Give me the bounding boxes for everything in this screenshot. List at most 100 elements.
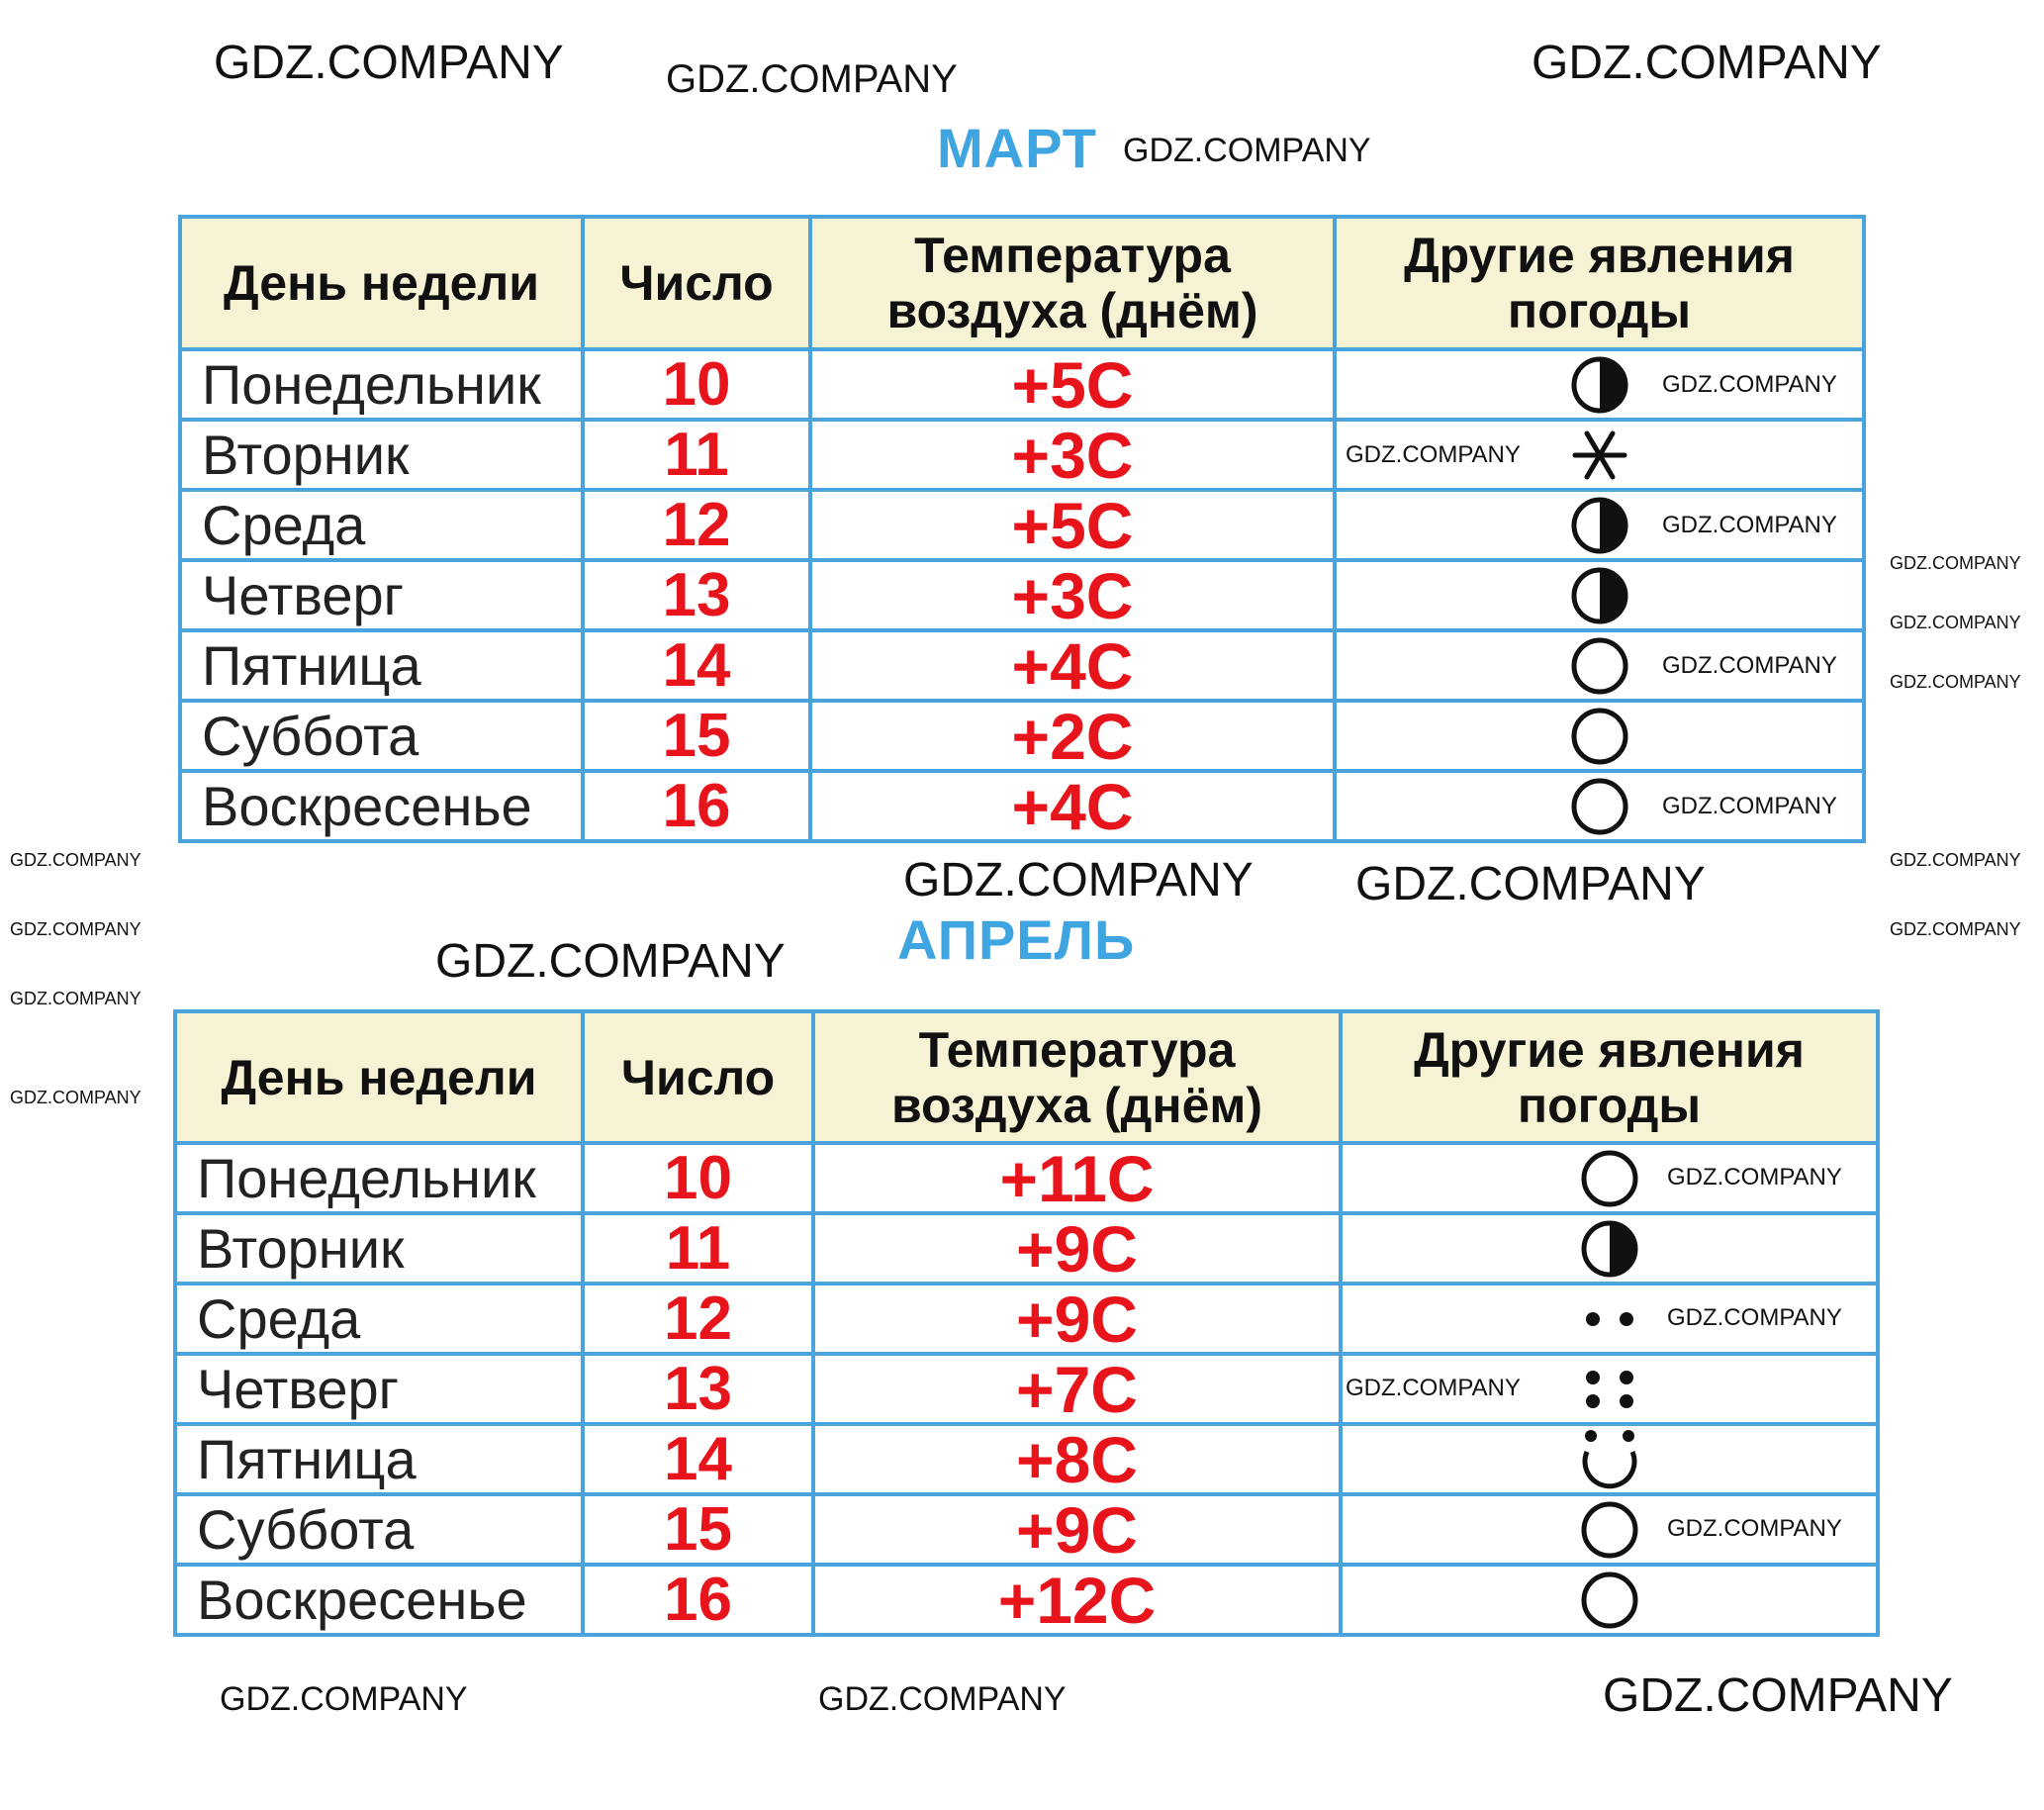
watermark-text: GDZ.COMPANY <box>1667 1515 1842 1542</box>
watermark-text: GDZ.COMPANY <box>220 1680 468 1718</box>
snow-icon <box>1572 430 1626 479</box>
number-cell: 11 <box>581 418 812 492</box>
watermark-text: GDZ.COMPANY <box>10 989 141 1008</box>
day-cell: Среда <box>173 1282 585 1356</box>
day-cell: Вторник <box>178 418 585 492</box>
weather-cell <box>1333 488 1866 562</box>
number-cell: 13 <box>581 1352 815 1426</box>
table-row: Суббота 15 +2С <box>178 699 1866 773</box>
weather-cell <box>1339 1282 1880 1356</box>
clear-icon <box>1571 778 1627 834</box>
temperature-cell: +9С <box>811 1211 1343 1286</box>
table-row: Понедельник 10 +5С <box>178 347 1866 422</box>
weather-cell <box>1339 1211 1880 1286</box>
watermark-text: GDZ.COMPANY <box>818 1680 1067 1718</box>
temperature-cell: +7С <box>811 1352 1343 1426</box>
watermark-text: GDZ.COMPANY <box>666 57 958 101</box>
number-cell: 12 <box>581 488 812 562</box>
day-cell: Среда <box>178 488 585 562</box>
table-row: Четверг 13 +7С <box>173 1352 1880 1426</box>
weather-cell <box>1333 769 1866 843</box>
clear-icon <box>1571 708 1627 764</box>
day-cell: Четверг <box>173 1352 585 1426</box>
watermark-text: GDZ.COMPANY <box>10 850 141 870</box>
header-temperature: Температура воздуха (днём) <box>808 215 1337 351</box>
clear-icon <box>1581 1501 1637 1558</box>
watermark-text: GDZ.COMPANY <box>1890 850 2021 870</box>
table-row: Вторник 11 +9С <box>173 1211 1880 1286</box>
header-other: Другие явления погоды <box>1333 215 1866 351</box>
watermark-text: GDZ.COMPANY <box>1662 512 1837 538</box>
march-title: МАРТ <box>937 117 1097 179</box>
heavy-rain-icon <box>1585 1370 1633 1408</box>
watermark-text: GDZ.COMPANY <box>10 919 141 939</box>
watermark-text: GDZ.COMPANY <box>214 37 564 89</box>
header-day: День недели <box>178 215 585 351</box>
watermark-text: GDZ.COMPANY <box>1890 553 2021 573</box>
partly-cloudy-icon <box>1581 1220 1637 1277</box>
watermark-text: GDZ.COMPANY <box>1532 37 1882 89</box>
april-title: АПРЕЛЬ <box>897 908 1136 971</box>
number-cell: 16 <box>581 769 812 843</box>
table-row: Воскресенье 16 +4С <box>178 769 1866 843</box>
weather-cell <box>1333 699 1866 773</box>
temperature-cell: +4С <box>808 769 1337 843</box>
watermark-text: GDZ.COMPANY <box>1346 441 1521 468</box>
weather-cell <box>1339 1563 1880 1637</box>
number-cell: 12 <box>581 1282 815 1356</box>
number-cell: 11 <box>581 1211 815 1286</box>
temperature-cell: +3С <box>808 418 1337 492</box>
temperature-cell: +5С <box>808 347 1337 422</box>
watermark-text: GDZ.COMPANY <box>1662 652 1837 679</box>
watermark-text: GDZ.COMPANY <box>1890 613 2021 632</box>
watermark-text: GDZ.COMPANY <box>1603 1669 1953 1722</box>
weather-cell <box>1333 628 1866 703</box>
day-cell: Вторник <box>173 1211 585 1286</box>
number-cell: 14 <box>581 628 812 703</box>
number-cell: 14 <box>581 1422 815 1496</box>
temperature-cell: +3С <box>808 558 1337 632</box>
day-cell: Четверг <box>178 558 585 632</box>
day-cell: Суббота <box>173 1492 585 1567</box>
day-cell: Пятница <box>178 628 585 703</box>
table-row: Среда 12 +9С <box>173 1282 1880 1356</box>
watermark-text: GDZ.COMPANY <box>1890 672 2021 692</box>
header-number: Число <box>581 215 812 351</box>
temperature-cell: +11С <box>811 1141 1343 1215</box>
partly-cloudy-icon <box>1571 356 1627 413</box>
table-row: Четверг 13 +3С <box>178 558 1866 632</box>
watermark-text: GDZ.COMPANY <box>435 935 786 988</box>
table-row: Вторник 11 +3С <box>178 418 1866 492</box>
day-cell: Воскресенье <box>178 769 585 843</box>
header-number: Число <box>581 1009 815 1145</box>
temperature-cell: +8С <box>811 1422 1343 1496</box>
day-cell: Понедельник <box>173 1141 585 1215</box>
watermark-text: GDZ.COMPANY <box>1355 858 1706 910</box>
watermark-text: GDZ.COMPANY <box>1890 919 2021 939</box>
temperature-cell: +2С <box>808 699 1337 773</box>
temperature-cell: +9С <box>811 1492 1343 1567</box>
watermark-text: GDZ.COMPANY <box>10 1088 141 1107</box>
rain-icon <box>1585 1311 1633 1326</box>
number-cell: 15 <box>581 1492 815 1567</box>
rain-clear-icon <box>1582 1429 1636 1488</box>
partly-cloudy-icon <box>1571 567 1627 623</box>
table-row: Понедельник 10 +11С <box>173 1141 1880 1215</box>
temperature-cell: +4С <box>808 628 1337 703</box>
header-day: День недели <box>173 1009 585 1145</box>
weather-cell <box>1339 1492 1880 1567</box>
temperature-cell: +5С <box>808 488 1337 562</box>
day-cell: Суббота <box>178 699 585 773</box>
table-row: Воскресенье 16 +12С <box>173 1563 1880 1637</box>
number-cell: 10 <box>581 1141 815 1215</box>
header-temperature: Температура воздуха (днём) <box>811 1009 1343 1145</box>
weather-cell <box>1333 558 1866 632</box>
table-row: Среда 12 +5С <box>178 488 1866 562</box>
watermark-text: GDZ.COMPANY <box>1667 1304 1842 1331</box>
april-weather-table: День недели Число Температура воздуха (д… <box>173 1009 1880 1637</box>
watermark-text: GDZ.COMPANY <box>1667 1164 1842 1191</box>
temperature-cell: +9С <box>811 1282 1343 1356</box>
header-other: Другие явления погоды <box>1339 1009 1880 1145</box>
watermark-text: GDZ.COMPANY <box>1662 371 1837 398</box>
day-cell: Пятница <box>173 1422 585 1496</box>
